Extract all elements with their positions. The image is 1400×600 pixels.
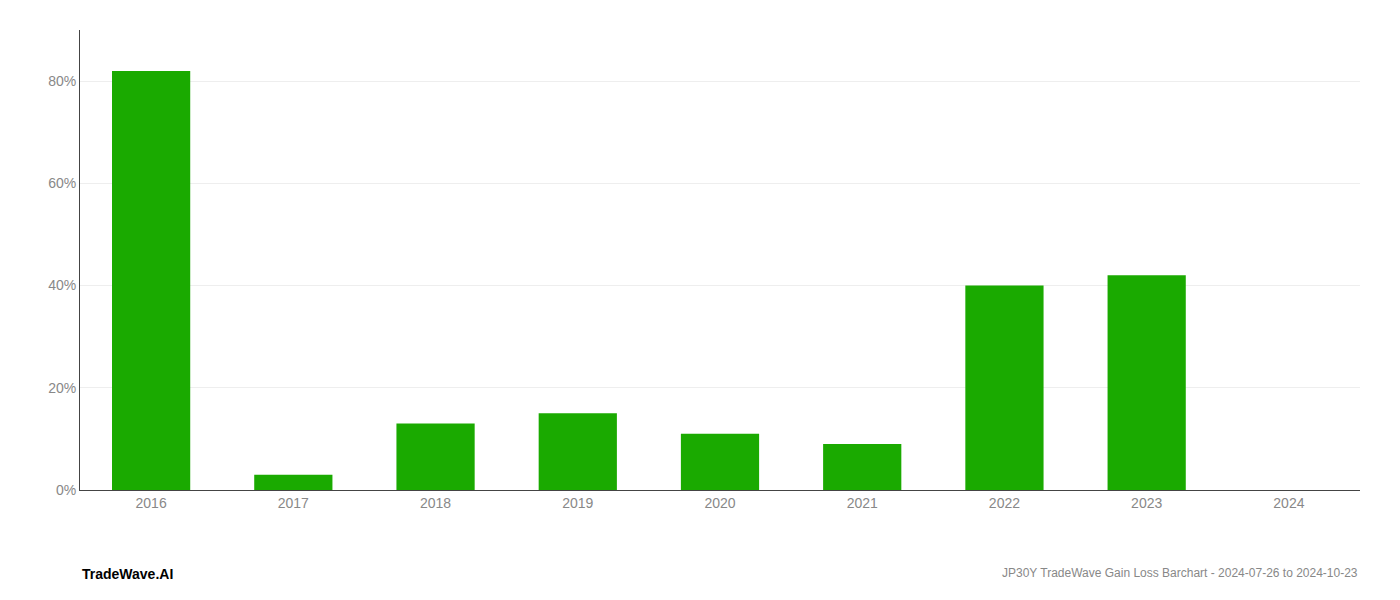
svg-text:2017: 2017 (278, 495, 309, 511)
svg-text:2023: 2023 (1131, 495, 1162, 511)
svg-text:80%: 80% (48, 73, 76, 89)
svg-text:2024: 2024 (1273, 495, 1304, 511)
svg-text:2019: 2019 (562, 495, 593, 511)
svg-text:2020: 2020 (704, 495, 735, 511)
svg-text:20%: 20% (48, 380, 76, 396)
svg-text:40%: 40% (48, 277, 76, 293)
svg-text:JP30Y TradeWave Gain Loss Barc: JP30Y TradeWave Gain Loss Barchart - 202… (1002, 566, 1358, 580)
svg-text:2021: 2021 (847, 495, 878, 511)
svg-text:60%: 60% (48, 175, 76, 191)
svg-text:2016: 2016 (136, 495, 167, 511)
svg-text:0%: 0% (56, 482, 76, 498)
svg-text:2022: 2022 (989, 495, 1020, 511)
svg-text:2018: 2018 (420, 495, 451, 511)
svg-text:TradeWave.AI: TradeWave.AI (82, 566, 173, 582)
